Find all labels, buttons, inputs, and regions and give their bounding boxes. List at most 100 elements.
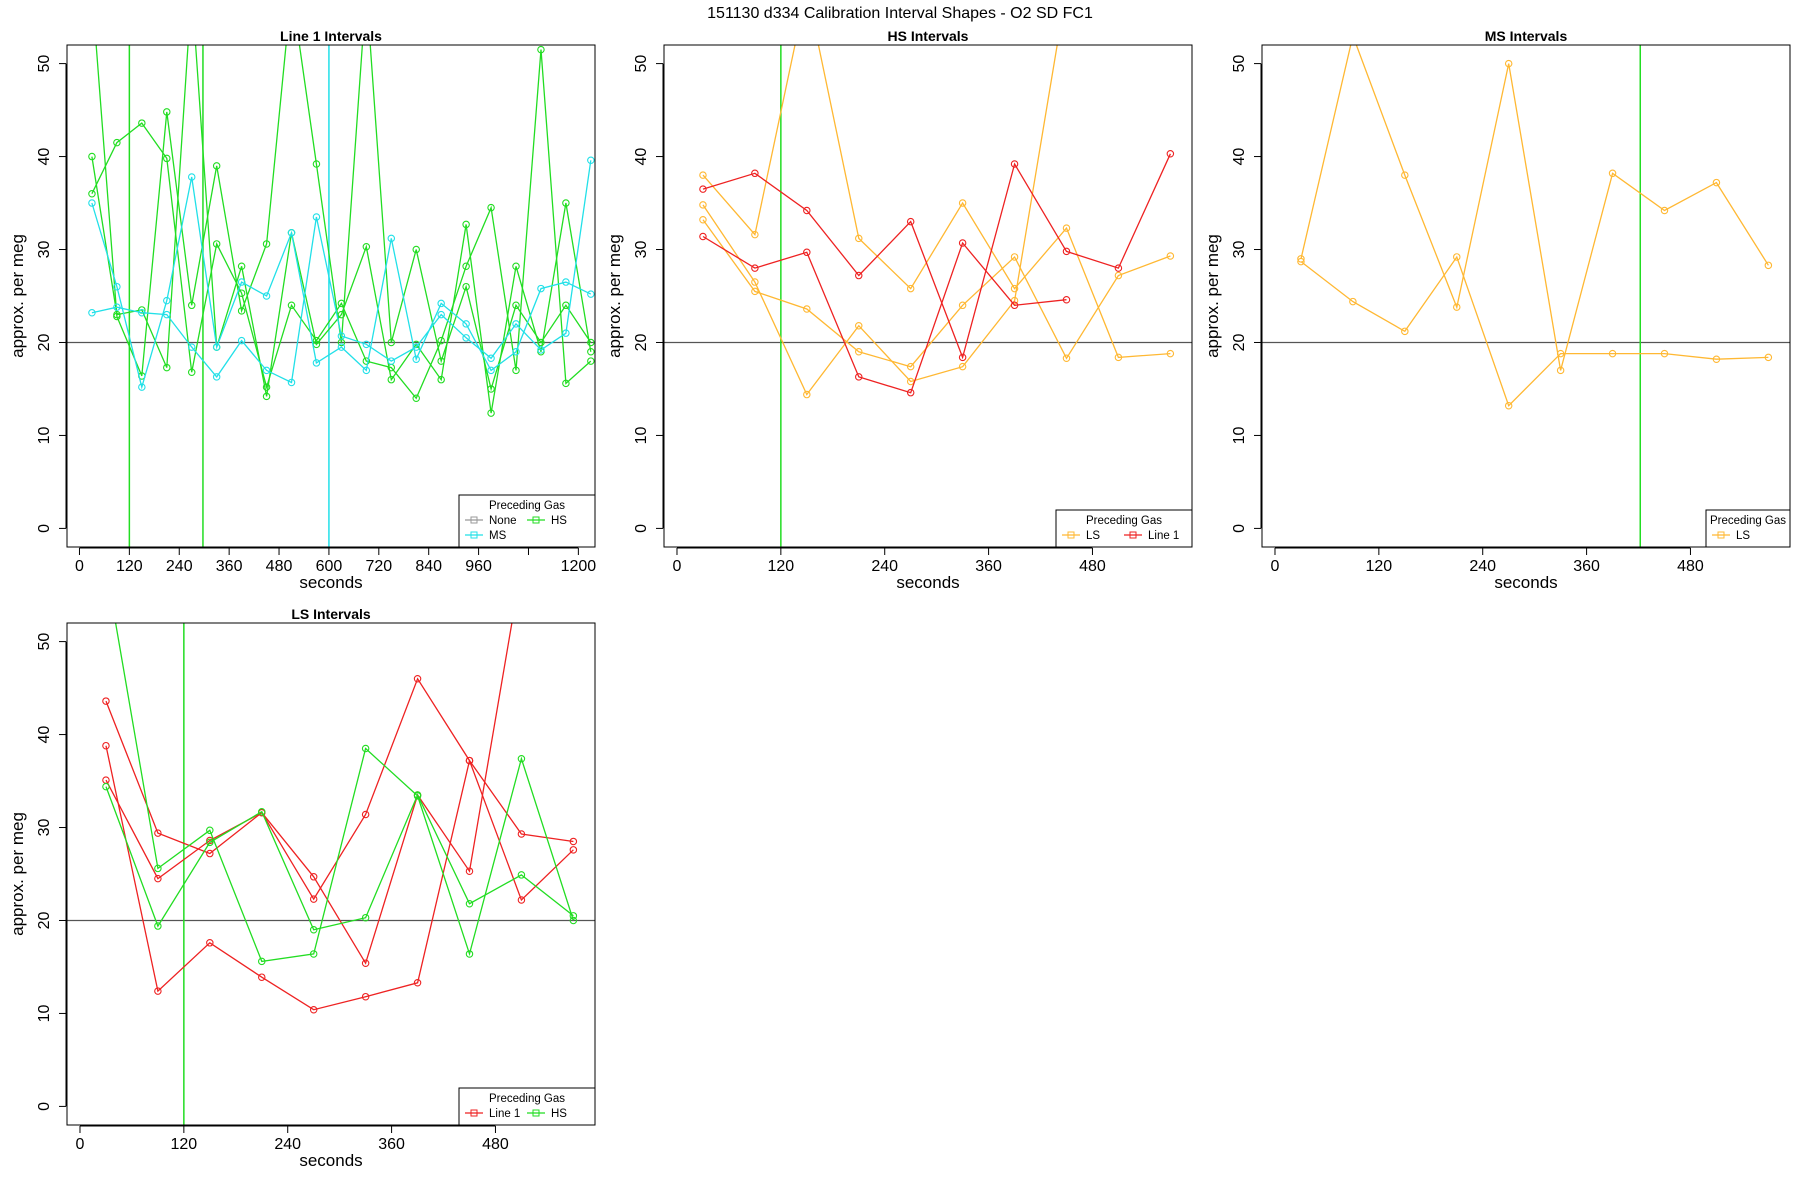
data-point: [362, 242, 371, 251]
data-point: [163, 108, 171, 116]
legend: Preceding Gas Line 1 HS: [458, 1087, 596, 1126]
data-point: [1062, 224, 1071, 232]
data-point: [1401, 327, 1409, 336]
y-tick-label: 0: [36, 1102, 53, 1111]
data-point: [487, 385, 495, 393]
y-tick-label: 50: [1231, 55, 1248, 73]
data-point: [187, 343, 196, 351]
series-line: [114, 623, 575, 963]
legend: Preceding Gas LS: [1705, 509, 1791, 548]
chart-panel-4: LS Intervals 0 120 240 360 480 seconds 0 10 20 30 4…: [8, 564, 596, 1170]
data-point: [751, 287, 759, 296]
data-point: [212, 240, 221, 248]
data-point: [751, 278, 759, 286]
data-point: [462, 220, 470, 229]
data-point: [262, 292, 271, 300]
data-point: [258, 957, 266, 966]
x-tick-label: 1200: [561, 558, 597, 575]
x-tick-label: 0: [673, 558, 682, 575]
y-tick-label: 50: [36, 55, 53, 73]
data-point: [906, 388, 915, 397]
data-point: [699, 185, 707, 193]
data-point: [1764, 353, 1773, 362]
data-point: [517, 754, 526, 763]
data-point: [412, 245, 420, 254]
data-point: [855, 373, 863, 381]
legend-title: Preceding Gas: [1086, 515, 1162, 527]
data-point: [1010, 301, 1019, 310]
x-tick-label: 480: [1677, 558, 1704, 575]
data-point: [187, 368, 196, 376]
data-point: [312, 336, 321, 345]
data-point: [287, 378, 296, 387]
legend-marker-swatch: [532, 1109, 540, 1117]
data-point: [512, 366, 520, 375]
data-point: [262, 383, 271, 391]
series-line: [91, 49, 592, 400]
x-tick-label: 480: [266, 558, 293, 575]
series-line: [105, 745, 574, 1011]
data-point: [312, 160, 321, 168]
y-tick-label: 20: [36, 333, 53, 351]
x-tick-label: 120: [768, 558, 795, 575]
y-tick-label: 40: [1231, 148, 1248, 166]
legend-box: [1055, 509, 1193, 548]
legend-entry-label: HS: [551, 1108, 567, 1120]
chart-title: HS Intervals: [888, 28, 969, 44]
y-tick-label: 20: [633, 333, 650, 351]
data-point: [361, 992, 370, 1001]
data-point: [537, 346, 545, 354]
data-point: [362, 366, 371, 375]
data-point: [855, 271, 863, 280]
y-tick-label: 10: [36, 1004, 53, 1022]
data-series-group: [102, 564, 578, 1014]
x-tick-label: 480: [482, 1136, 509, 1153]
data-point: [237, 336, 246, 345]
data-point: [309, 950, 318, 958]
y-tick-label: 50: [36, 633, 53, 651]
series-line: [702, 153, 1171, 360]
data-point: [462, 262, 470, 271]
x-tick-label: 360: [378, 1136, 405, 1153]
data-point: [906, 217, 915, 226]
data-point: [387, 234, 396, 243]
data-point: [437, 357, 445, 365]
data-point: [537, 338, 545, 347]
data-point: [906, 284, 915, 293]
data-point: [562, 329, 570, 337]
data-point: [237, 262, 246, 271]
data-point: [361, 810, 370, 819]
data-point: [1297, 257, 1305, 266]
data-point: [103, 564, 109, 570]
data-point: [361, 913, 370, 922]
data-point: [287, 229, 296, 237]
legend-box: [458, 494, 596, 548]
y-tick-label: 0: [36, 524, 53, 533]
data-point: [958, 353, 967, 362]
legend-title: Preceding Gas: [489, 1093, 565, 1105]
x-axis-label: seconds: [1494, 573, 1557, 592]
x-tick-label: 0: [1271, 558, 1280, 575]
legend-marker-swatch: [1717, 531, 1725, 539]
data-point: [102, 697, 110, 705]
data-point: [562, 199, 570, 207]
data-point: [312, 213, 321, 221]
y-tick-label: 30: [36, 819, 53, 837]
data-point: [237, 307, 246, 315]
data-point: [1166, 252, 1175, 260]
data-point: [487, 354, 495, 363]
x-tick-label: 840: [415, 558, 442, 575]
plot-frame: [663, 44, 1193, 548]
legend-entry-label: HS: [551, 515, 567, 527]
data-point: [1114, 264, 1123, 272]
data-point: [1453, 253, 1461, 261]
series-line: [702, 45, 1171, 359]
data-point: [855, 321, 863, 330]
chart-panel-2: HS Intervals 0 120 240 360 480 seconds 0 10 20 30 4…: [605, 28, 1193, 592]
legend-entry-label: Line 1: [489, 1108, 520, 1120]
data-point: [154, 874, 162, 883]
series-line: [95, 45, 592, 392]
data-point: [587, 156, 595, 165]
data-point: [212, 162, 221, 170]
data-point: [465, 899, 474, 908]
